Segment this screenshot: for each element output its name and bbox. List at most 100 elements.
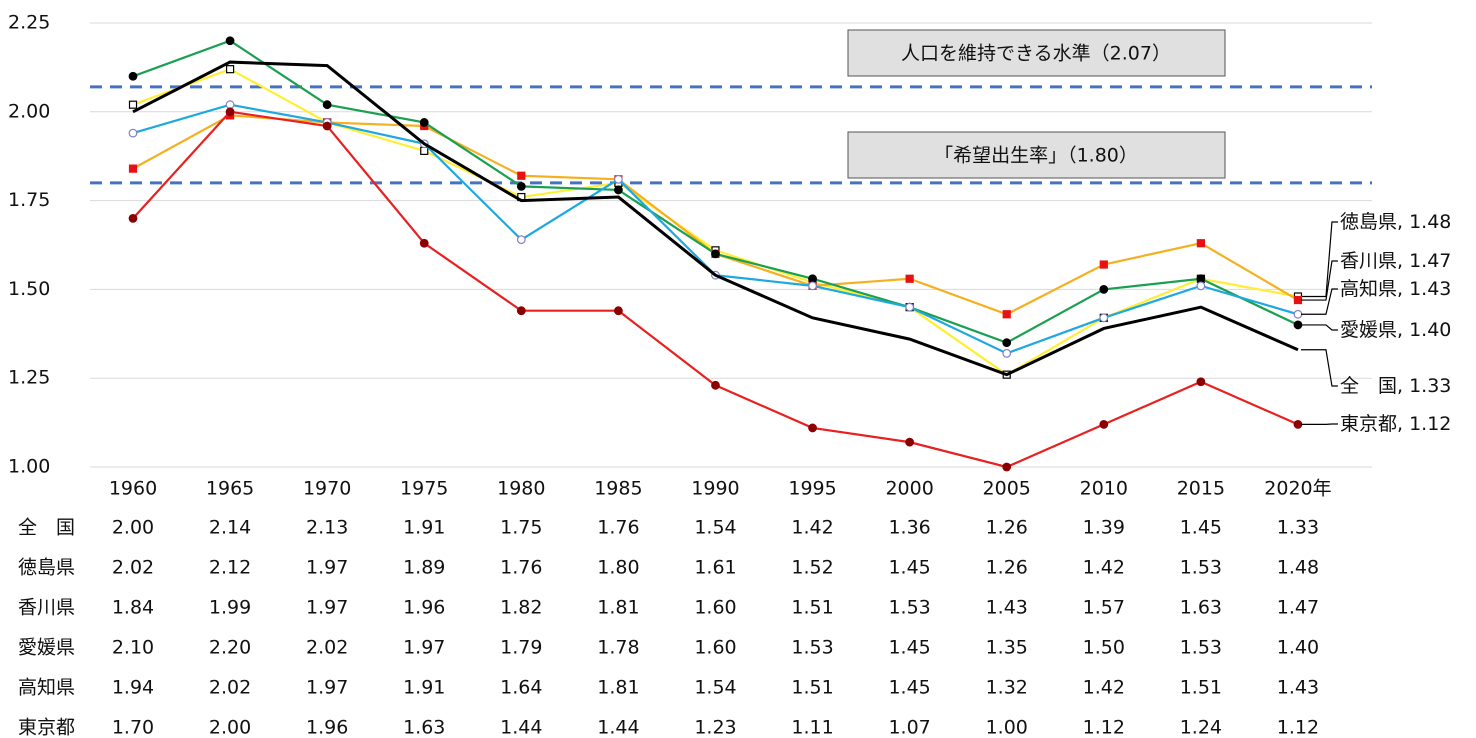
marker [225,36,235,46]
table-cell: 2.02 [209,677,251,699]
table-cell: 1.63 [403,717,445,738]
table-cell: 2.02 [112,557,154,579]
table-cell: 1.43 [986,597,1028,619]
leader-line [1300,260,1338,301]
table-cell: 1.53 [888,597,930,619]
table-cell: 1.97 [403,637,445,659]
marker [128,213,138,223]
marker [1002,338,1012,348]
marker [516,306,526,316]
end-label: 全 国, 1.33 [1340,375,1451,397]
table-cell: 1.54 [694,677,736,699]
x-tick-label: 2005 [983,478,1031,500]
table-cell: 1.23 [694,717,736,738]
end-label: 高知県, 1.43 [1340,278,1451,300]
marker [322,121,332,131]
marker [614,306,623,316]
end-label-name: 東京都 [1340,413,1397,435]
table-cell: 1.91 [403,677,445,699]
marker [905,274,914,283]
marker [1293,419,1303,429]
marker [128,164,138,173]
annotation-box [847,29,1226,77]
marker [1196,239,1205,248]
table-cell: 1.75 [500,517,542,539]
marker [225,100,235,110]
marker [1099,419,1109,429]
end-label: 愛媛県, 1.40 [1340,319,1451,341]
end-label-sep: , [1397,375,1409,397]
y-tick-label: 2.25 [8,12,50,34]
x-tick-label: 1970 [303,478,351,500]
marker [128,128,138,138]
table-cell: 1.54 [694,517,736,539]
table-cell: 1.32 [986,677,1028,699]
table-cell: 1.51 [791,597,833,619]
table-cell: 1.78 [597,637,639,659]
table-cell: 1.35 [986,637,1028,659]
leader-line [1300,324,1338,331]
table-cell: 1.45 [888,637,930,659]
series-line [132,60,1299,377]
marker [1293,309,1303,319]
table-cell: 1.96 [403,597,445,619]
table-cell: 1.53 [791,637,833,659]
x-tick-label: 2020年 [1264,478,1331,500]
marker [1293,320,1303,330]
table-cell: 1.47 [1277,597,1319,619]
table-cell: 1.91 [403,517,445,539]
table-cell: 1.50 [1083,637,1125,659]
end-label-sep: , [1397,250,1409,272]
annotation: 人口を維持できる水準（2.07） [901,43,1171,65]
end-label-value: 1.33 [1409,375,1451,397]
table-cell: 1.33 [1277,517,1319,539]
x-tick-label: 1985 [594,478,642,500]
marker [420,146,429,155]
table-cell: 1.99 [209,597,251,619]
table-cell: 1.40 [1277,637,1319,659]
table-cell: 1.48 [1277,557,1319,579]
marker [516,181,526,191]
marker [614,185,623,195]
table-cell: 1.42 [791,517,833,539]
marker [1196,274,1206,284]
y-tick-label: 1.75 [8,189,50,211]
marker [1196,377,1206,387]
end-label-value: 1.47 [1409,250,1451,272]
table-cell: 1.97 [306,597,348,619]
table-cell: 1.51 [1180,677,1222,699]
x-tick-label: 2015 [1177,478,1225,500]
end-label-name: 高知県 [1340,278,1397,300]
table-cell: 2.00 [112,517,154,539]
table-cell: 2.10 [112,637,154,659]
table-cell: 1.44 [500,717,542,738]
table-cell: 1.60 [694,637,736,659]
table-row-label: 東京都 [18,717,75,738]
table-cell: 1.43 [1277,677,1319,699]
end-label-sep: , [1397,278,1409,300]
end-label-sep: , [1397,413,1409,435]
x-tick-label: 1960 [109,478,157,500]
table-cell: 1.45 [1180,517,1222,539]
table-cell: 2.02 [306,637,348,659]
end-label-sep: , [1397,319,1409,341]
marker [808,423,817,433]
table-cell: 1.64 [500,677,542,699]
table-row-label: 徳島県 [18,557,75,579]
leader-line [1300,288,1338,315]
x-tick-label: 1975 [400,478,448,500]
x-tick-label: 2010 [1080,478,1128,500]
table-cell: 1.12 [1083,717,1125,738]
table-cell: 1.45 [888,677,930,699]
end-label-value: 1.48 [1409,211,1451,233]
marker [419,118,429,127]
marker [225,107,235,117]
marker [1002,462,1012,472]
table-cell: 1.24 [1180,717,1222,738]
table-cell: 1.11 [791,717,833,738]
marker [516,235,526,245]
annotation: 「希望出生率」（1.80） [934,145,1138,167]
table-cell: 1.94 [112,677,154,699]
table-cell: 1.36 [888,517,930,539]
